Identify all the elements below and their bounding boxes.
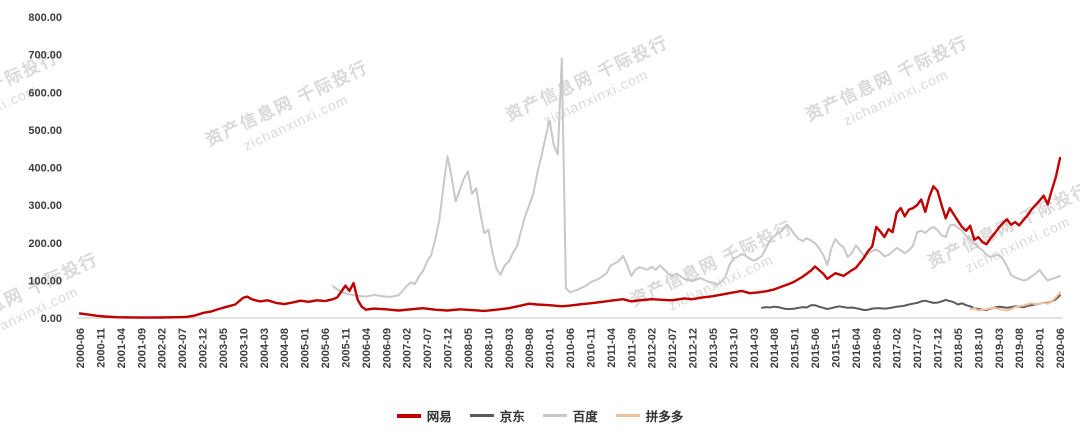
series-line-baidu — [332, 57, 1061, 298]
x-axis-label: 2014-03 — [749, 328, 761, 368]
x-axis-label: 2007-07 — [422, 328, 434, 368]
x-axis-label: 2004-08 — [279, 328, 291, 368]
x-axis-label: 2000-11 — [95, 328, 107, 368]
x-axis-label: 2002-07 — [177, 328, 189, 368]
x-axis-label: 2001-04 — [116, 327, 128, 368]
x-axis-label: 2005-11 — [340, 328, 352, 368]
x-axis-label: 2015-01 — [790, 328, 802, 368]
x-axis-label: 2005-01 — [300, 328, 312, 368]
x-axis-label: 2002-02 — [157, 328, 169, 368]
x-axis-label: 2016-04 — [851, 327, 863, 368]
y-axis-label: 100.00 — [28, 275, 62, 287]
series-line-pinduoduo — [969, 291, 1061, 312]
x-axis-label: 2016-09 — [871, 328, 883, 368]
series-line-netease — [78, 156, 1062, 319]
x-axis-label: 2006-09 — [381, 328, 393, 368]
x-axis-label: 2007-12 — [443, 328, 455, 368]
x-axis-label: 2013-10 — [728, 328, 740, 368]
legend-item-netease: 网易 — [396, 406, 452, 425]
x-axis-label: 2010-11 — [585, 328, 597, 368]
legend-label-baidu: 百度 — [572, 410, 598, 424]
x-axis-label: 2014-08 — [769, 328, 781, 368]
x-axis-label: 2007-02 — [402, 328, 414, 368]
legend-swatch-baidu — [542, 414, 567, 417]
y-axis-label: 600.00 — [28, 87, 62, 99]
series-line-jd — [760, 294, 1061, 312]
x-axis-label: 2010-06 — [565, 328, 577, 368]
x-axis-label: 2004-03 — [259, 328, 271, 368]
x-axis-label: 2011-04 — [606, 327, 618, 368]
y-axis-label: 200.00 — [28, 238, 62, 250]
x-axis-label: 2005-06 — [320, 328, 332, 368]
y-axis-label: 400.00 — [28, 163, 62, 175]
x-axis-label: 2013-05 — [708, 328, 720, 368]
x-axis-label: 2015-11 — [830, 328, 842, 368]
legend-label-netease: 网易 — [426, 410, 452, 424]
x-axis-label: 2019-08 — [1014, 328, 1026, 368]
x-axis-label: 2017-02 — [892, 328, 904, 368]
x-axis-label: 2012-02 — [647, 328, 659, 368]
y-axis-label: 300.00 — [28, 200, 62, 212]
x-axis-label: 2019-03 — [994, 328, 1006, 368]
x-axis-label: 2008-10 — [483, 328, 495, 368]
y-axis-label: 800.00 — [28, 12, 62, 24]
x-axis-label: 2017-12 — [933, 328, 945, 368]
x-axis-label: 2020-06 — [1055, 328, 1067, 368]
legend-label-jd: 京东 — [499, 410, 525, 424]
x-axis-label: 2020-01 — [1035, 328, 1047, 368]
x-axis-label: 2009-03 — [504, 328, 516, 368]
x-axis-label: 2003-10 — [238, 328, 250, 368]
x-axis-label: 2001-09 — [136, 328, 148, 368]
x-axis-label: 2015-06 — [810, 328, 822, 368]
y-axis-label: 0.00 — [41, 313, 62, 325]
x-axis-label: 2017-07 — [912, 328, 924, 368]
x-axis-label: 2006-04 — [361, 327, 373, 368]
x-axis-label: 2012-12 — [688, 328, 700, 368]
legend: 网易 京东 百度 拼多多 — [0, 406, 1080, 425]
y-axis-label: 500.00 — [28, 125, 62, 137]
x-axis-label: 2000-06 — [75, 328, 87, 368]
legend-item-baidu: 百度 — [542, 406, 598, 425]
legend-swatch-netease — [396, 413, 421, 418]
x-axis-label: 2018-05 — [953, 328, 965, 368]
x-axis-label: 2008-05 — [463, 328, 475, 368]
legend-swatch-jd — [469, 414, 494, 417]
x-axis-label: 2012-07 — [667, 328, 679, 368]
x-axis-label: 2009-08 — [524, 328, 536, 368]
legend-item-pinduoduo: 拼多多 — [615, 406, 684, 425]
y-axis-label: 700.00 — [28, 50, 62, 62]
legend-item-jd: 京东 — [469, 406, 525, 425]
legend-swatch-pinduoduo — [615, 414, 640, 417]
x-axis-label: 2003-05 — [218, 328, 230, 368]
x-axis-label: 2010-01 — [545, 328, 557, 368]
x-axis-label: 2002-12 — [198, 328, 210, 368]
legend-label-pinduoduo: 拼多多 — [645, 410, 684, 424]
x-axis-label: 2018-10 — [973, 328, 985, 368]
x-axis-label: 2011-09 — [626, 328, 638, 368]
